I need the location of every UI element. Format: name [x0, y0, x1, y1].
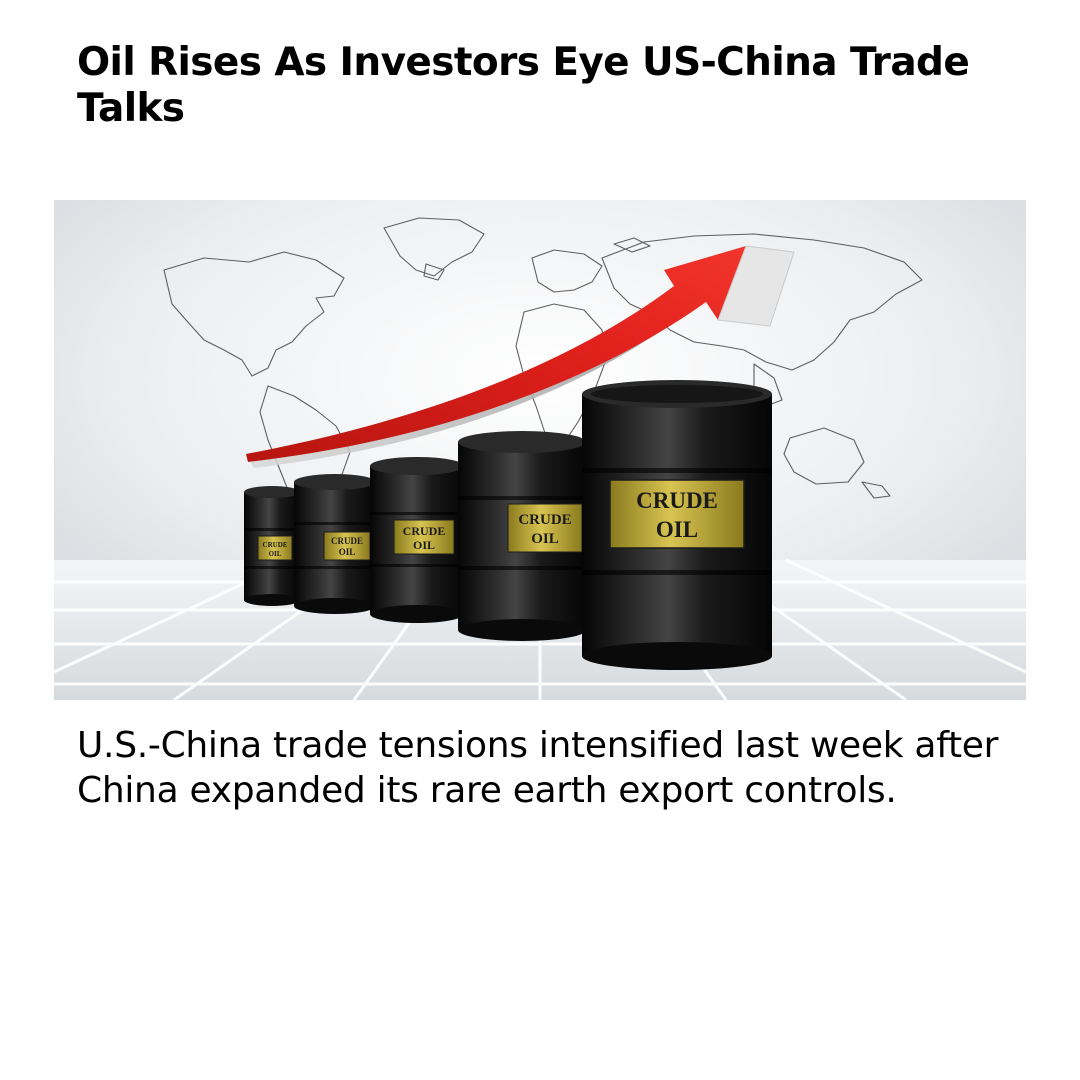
article-headline: Oil Rises As Investors Eye US-China Trad…: [77, 40, 970, 131]
oil-barrels-illustration: CRUDE OIL CRUDE OIL CRUDE OIL: [54, 200, 1026, 700]
barrel-label-crude: CRUDE: [403, 524, 446, 538]
barrel-label-oil: OIL: [656, 517, 698, 542]
oil-barrel: CRUDE OIL: [458, 431, 586, 641]
article-summary: U.S.-China trade tensions intensified la…: [77, 725, 999, 811]
oil-barrel: CRUDE OIL: [582, 380, 772, 670]
oil-barrel: CRUDE OIL: [370, 457, 464, 623]
rising-arrow-icon: [246, 245, 795, 468]
barrel-label-crude: CRUDE: [331, 536, 363, 546]
barrel-label-crude: CRUDE: [263, 541, 288, 549]
barrel-label-crude: CRUDE: [518, 512, 571, 528]
oil-barrel: CRUDE OIL: [244, 486, 300, 606]
barrel-label-oil: OIL: [413, 538, 435, 552]
barrel-label-oil: OIL: [269, 550, 282, 558]
barrel-label-crude: CRUDE: [636, 488, 718, 513]
barrel-label-oil: OIL: [531, 531, 559, 547]
barrel-label-oil: OIL: [339, 547, 356, 557]
oil-barrel: CRUDE OIL: [294, 474, 376, 614]
article-hero-image: CRUDE OIL CRUDE OIL CRUDE OIL: [54, 200, 1026, 700]
